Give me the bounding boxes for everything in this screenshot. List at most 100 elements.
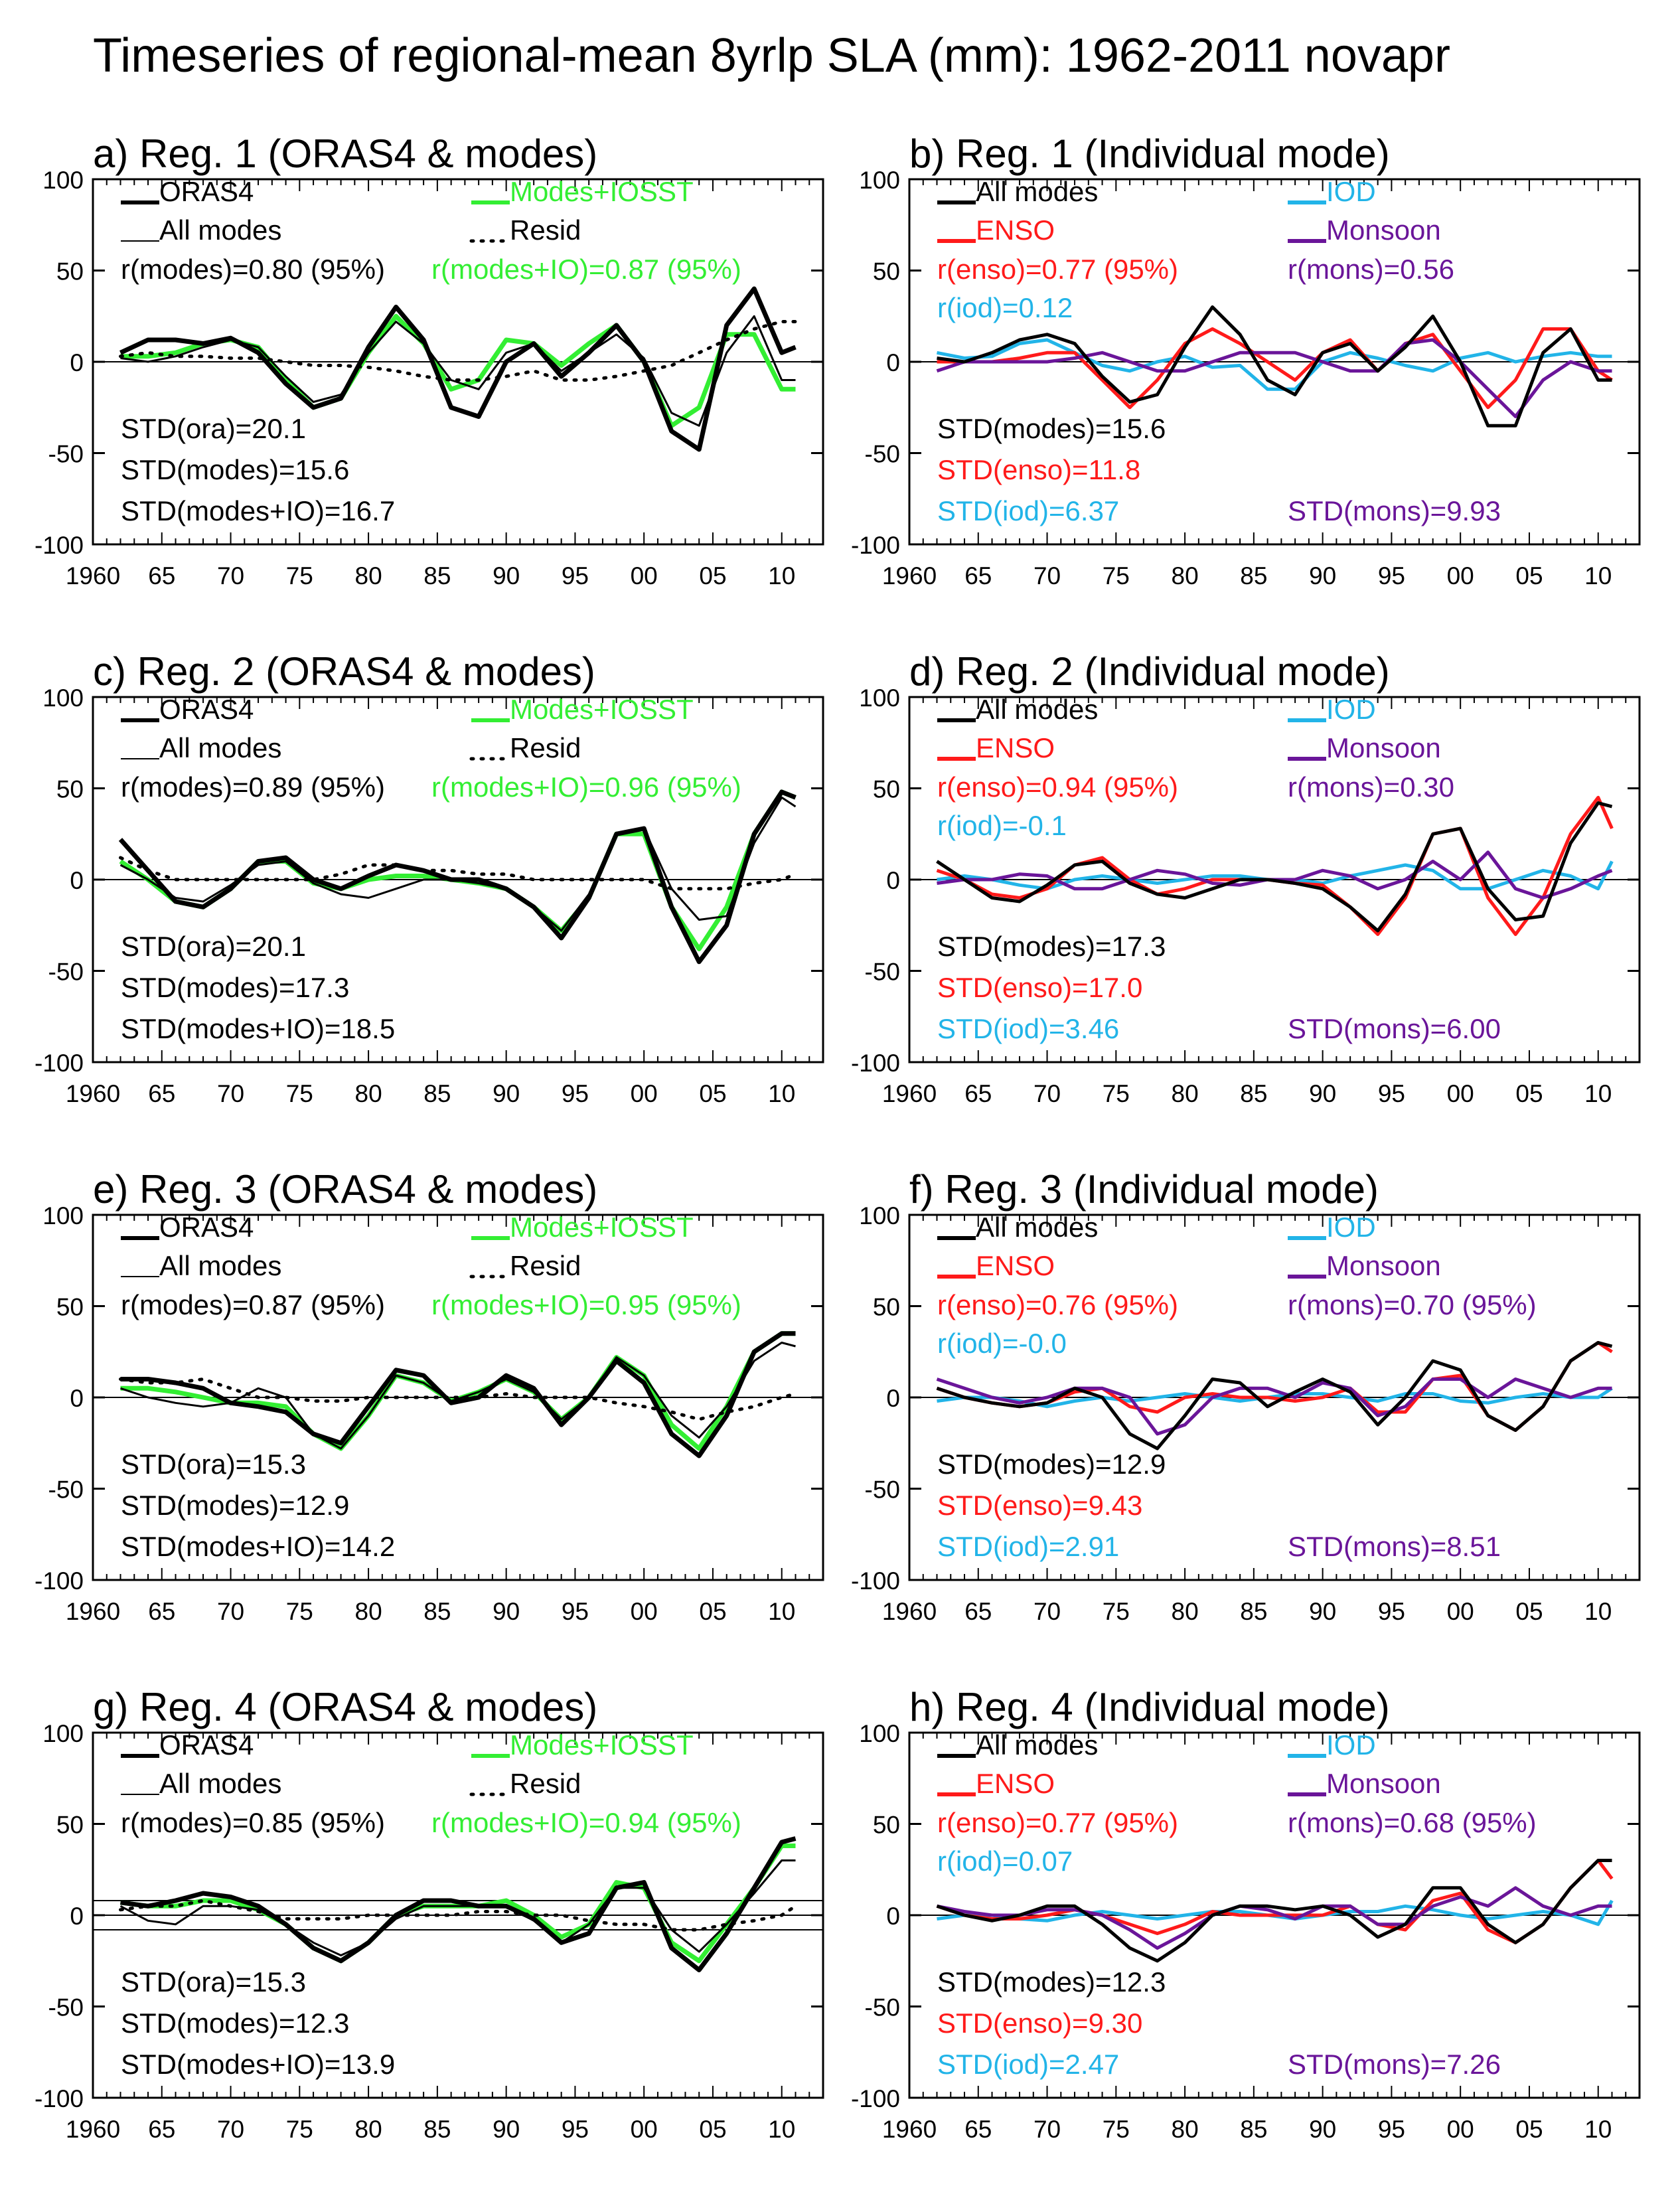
y-tick-label: 100	[42, 1720, 84, 1747]
panel-title-d: d) Reg. 2 (Individual mode)	[909, 649, 1390, 694]
legend-monsoon-label: Monsoon	[1326, 732, 1441, 763]
series-line-monsoon	[936, 338, 1612, 418]
x-tick-label: 10	[1584, 2116, 1612, 2143]
y-tick-label: -50	[865, 441, 900, 468]
x-tick-label: 95	[562, 562, 589, 589]
x-tick-label: 70	[1033, 1598, 1061, 1625]
x-tick-label: 95	[1378, 2116, 1405, 2143]
x-tick-label: 65	[964, 562, 992, 589]
series-line-all-modes	[936, 1341, 1613, 1451]
y-tick-label: 50	[873, 1812, 900, 1839]
y-tick-label: -100	[851, 532, 900, 559]
y-tick-label: 0	[886, 867, 900, 894]
series-line-oras-	[120, 1836, 797, 1972]
x-tick-label: 95	[1378, 562, 1405, 589]
std-line: STD(modes)=12.3	[121, 2007, 349, 2039]
legend-resid-label: Resid	[510, 732, 581, 763]
r-enso: r(enso)=0.76 (95%)	[937, 1289, 1178, 1320]
legend-all-modes-label: All modes	[976, 694, 1098, 725]
legend-all-modes-label: All modes	[159, 1250, 281, 1281]
series-line-monsoon	[937, 850, 1613, 900]
x-tick-label: 90	[1309, 562, 1336, 589]
x-tick-label: 95	[1378, 1598, 1405, 1625]
y-tick-label: 0	[886, 1385, 900, 1412]
x-tick-label: 85	[1240, 1598, 1267, 1625]
r-modes: r(modes)=0.80 (95%)	[121, 254, 385, 285]
r-iod: r(iod)=0.12	[937, 292, 1073, 323]
legend: ORAS4 All modes Modes+IOSST Resid	[121, 694, 694, 763]
y-tick-label: -50	[865, 1476, 900, 1504]
y-tick-label: -50	[48, 1476, 84, 1504]
x-tick-label: 65	[964, 2116, 992, 2143]
panel-title-h: h) Reg. 4 (Individual mode)	[909, 1685, 1390, 1729]
std-line: STD(ora)=15.3	[121, 1966, 306, 1998]
y-tick-label: 0	[886, 1903, 900, 1930]
y-tick-label: 50	[56, 258, 84, 285]
legend: ORAS4 All modes Modes+IOSST Resid	[121, 176, 694, 246]
x-tick-label: 05	[1515, 562, 1543, 589]
x-tick-label: 90	[493, 1598, 520, 1625]
r-modes: r(modes)=0.89 (95%)	[121, 771, 385, 803]
y-tick-label: 50	[873, 258, 900, 285]
series-line-all-modes	[120, 315, 796, 427]
y-tick-label: 50	[873, 776, 900, 803]
series-line-iod	[937, 1387, 1613, 1409]
x-tick-label: 75	[1103, 2116, 1130, 2143]
x-tick-label: 90	[493, 562, 520, 589]
x-tick-label: 05	[1515, 2116, 1543, 2143]
x-tick-label: 70	[1033, 2116, 1061, 2143]
panel-g: g) Reg. 4 (ORAS4 & modes)100500-50-10019…	[35, 1685, 824, 2143]
r-modes-io: r(modes+IO)=0.94 (95%)	[431, 1807, 741, 1838]
legend-monsoon-label: Monsoon	[1326, 1768, 1441, 1799]
y-tick-label: -100	[851, 1567, 900, 1595]
legend-oras4-label: ORAS4	[159, 694, 254, 725]
std-iod: STD(iod)=2.47	[937, 2049, 1119, 2080]
main-title: Timeseries of regional-mean 8yrlp SLA (m…	[93, 29, 1450, 82]
x-tick-label: 80	[355, 2116, 382, 2143]
x-tick-label: 70	[217, 2116, 244, 2143]
y-tick-label: -50	[865, 1994, 900, 2021]
y-tick-label: 50	[56, 776, 84, 803]
x-tick-label: 85	[1240, 2116, 1267, 2143]
x-tick-label: 00	[1447, 562, 1474, 589]
panel-a: a) Reg. 1 (ORAS4 & modes)100500-50-10019…	[35, 131, 824, 589]
panels: a) Reg. 1 (ORAS4 & modes)100500-50-10019…	[35, 131, 1641, 2143]
series-line-modes-iosst	[120, 1331, 796, 1451]
panel-title-f: f) Reg. 3 (Individual mode)	[909, 1167, 1379, 1212]
x-tick-label: 05	[1515, 1598, 1543, 1625]
legend-all-modes-label: All modes	[976, 176, 1098, 207]
series-line-oras-	[118, 789, 797, 965]
y-tick-label: 0	[886, 349, 900, 376]
std-modes: STD(modes)=17.3	[937, 931, 1166, 962]
x-tick-label: 10	[1584, 1598, 1612, 1625]
x-tick-label: 1960	[882, 2116, 937, 2143]
x-tick-label: 05	[699, 1080, 726, 1107]
x-tick-label: 85	[1240, 562, 1267, 589]
std-modes: STD(modes)=12.9	[937, 1449, 1166, 1480]
legend-all-modes-label: All modes	[159, 214, 281, 246]
legend-oras4-label: ORAS4	[159, 1212, 254, 1243]
std-line: STD(modes+IO)=13.9	[121, 2049, 395, 2080]
x-tick-label: 1960	[882, 1598, 937, 1625]
r-mons: r(mons)=0.68 (95%)	[1288, 1807, 1537, 1838]
x-tick-label: 75	[286, 562, 313, 589]
y-tick-label: 0	[70, 867, 84, 894]
y-tick-label: -100	[851, 1050, 900, 1077]
std-mons: STD(mons)=7.26	[1288, 2049, 1501, 2080]
x-tick-label: 85	[423, 2116, 451, 2143]
x-tick-label: 95	[1378, 1080, 1405, 1107]
panel-title-c: c) Reg. 2 (ORAS4 & modes)	[93, 649, 595, 694]
y-tick-label: 100	[42, 167, 84, 194]
r-modes-io: r(modes+IO)=0.96 (95%)	[431, 771, 741, 803]
legend-all-modes-label: All modes	[976, 1212, 1098, 1243]
series-line-resid	[119, 856, 797, 891]
std-line: STD(modes+IO)=14.2	[121, 1531, 395, 1562]
series-line-all-modes	[937, 305, 1612, 428]
x-tick-label: 00	[631, 562, 658, 589]
x-tick-label: 75	[286, 2116, 313, 2143]
x-tick-label: 85	[423, 562, 451, 589]
y-tick-label: 100	[859, 1720, 900, 1747]
x-tick-label: 65	[148, 1598, 175, 1625]
y-tick-label: -100	[851, 2085, 900, 2112]
